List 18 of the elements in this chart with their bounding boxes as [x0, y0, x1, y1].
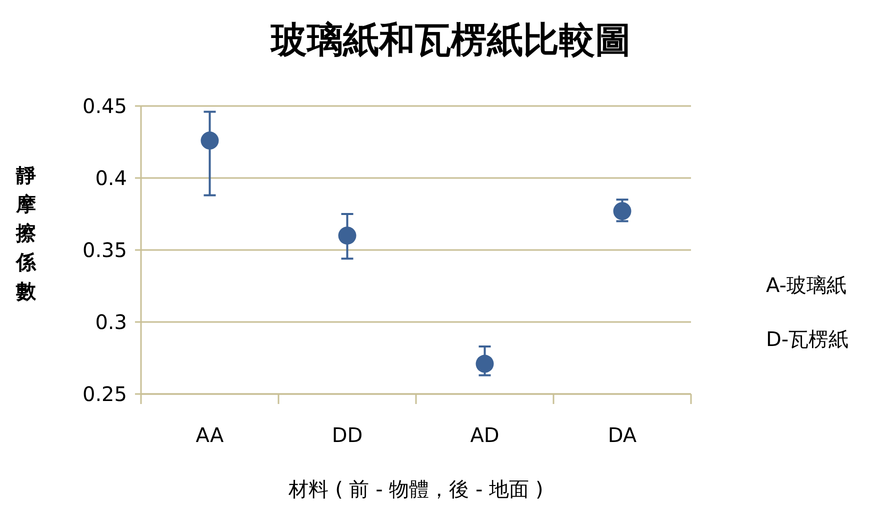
x-tick-label: AA [196, 423, 224, 447]
y-tick-label: 0.4 [95, 166, 127, 190]
y-tick-label: 0.35 [82, 238, 127, 262]
x-tick-label: DA [608, 423, 637, 447]
point [476, 354, 494, 373]
x-tick-label: DD [332, 423, 363, 447]
y-axis-title: 靜摩擦係數 [15, 163, 37, 303]
point [338, 226, 356, 245]
x-axis-title: 材料 ( 前 - 物體，後 - 地面 ) [288, 477, 544, 501]
x-tick-label: AD [470, 423, 500, 447]
text: A-玻璃紙 [766, 273, 846, 297]
chart-title: 玻璃紙和瓦楞紙比較圖 [270, 20, 631, 61]
y-tick-label: 0.25 [82, 382, 127, 406]
y-tick-label: 0.3 [95, 310, 127, 334]
text: D-瓦楞紙 [766, 327, 849, 351]
y-tick-label: 0.45 [82, 94, 127, 118]
point [613, 202, 632, 220]
point [200, 132, 219, 150]
